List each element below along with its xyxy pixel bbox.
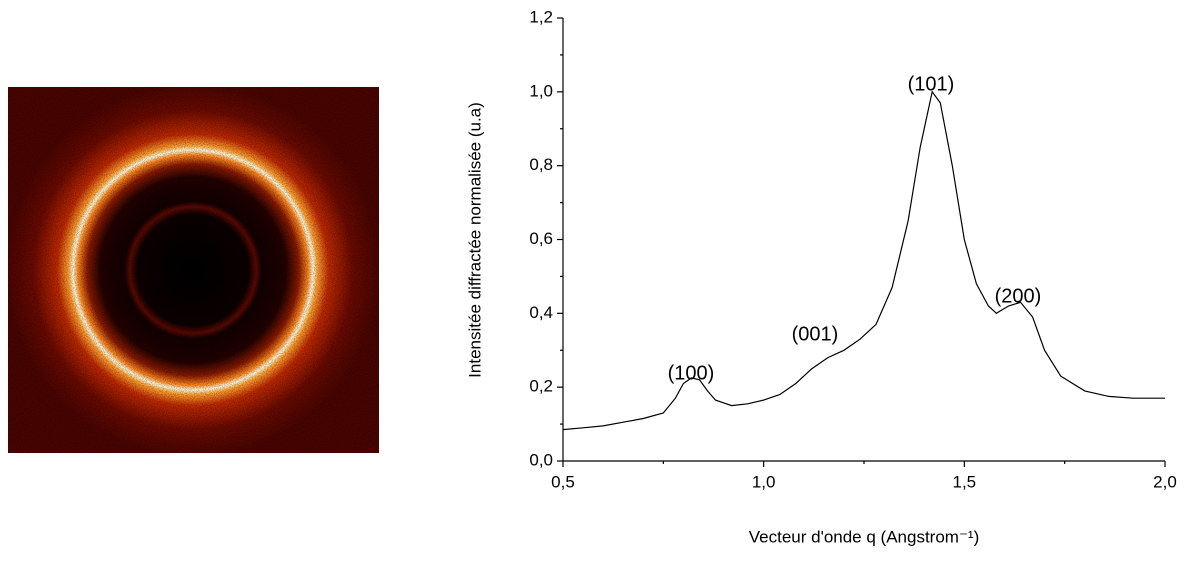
line [562, 90, 1165, 431]
y-tick-label: 0,2 [529, 377, 553, 396]
y-axis-label: Intensitée diffractée normalisée (u.a) [465, 102, 484, 378]
diffraction-image [8, 87, 379, 453]
y-tick-label: 0,6 [529, 229, 553, 248]
x-tick-label: 0,5 [551, 472, 575, 491]
chart: Intensitée diffractée normalisée (u.a) V… [465, 7, 1176, 546]
x-axis-label: Vecteur d'onde q (Angstrom⁻¹) [749, 527, 980, 546]
y-tick-label: 1,0 [529, 81, 553, 100]
peak-annotation: (101) [908, 73, 955, 95]
y-tick-label: 1,2 [529, 7, 553, 26]
peak-annotation: (001) [792, 323, 839, 345]
x-tick-label: 1,0 [752, 472, 776, 491]
y-tick-label: 0,0 [529, 450, 553, 469]
x-tick-label: 1,5 [953, 472, 977, 491]
x-tick-label: 2,0 [1153, 472, 1177, 491]
peak-annotation: (100) [668, 362, 715, 384]
peak-annotation: (200) [995, 285, 1042, 307]
y-tick-label: 0,4 [529, 303, 553, 322]
y-tick-label: 0,8 [529, 155, 553, 174]
